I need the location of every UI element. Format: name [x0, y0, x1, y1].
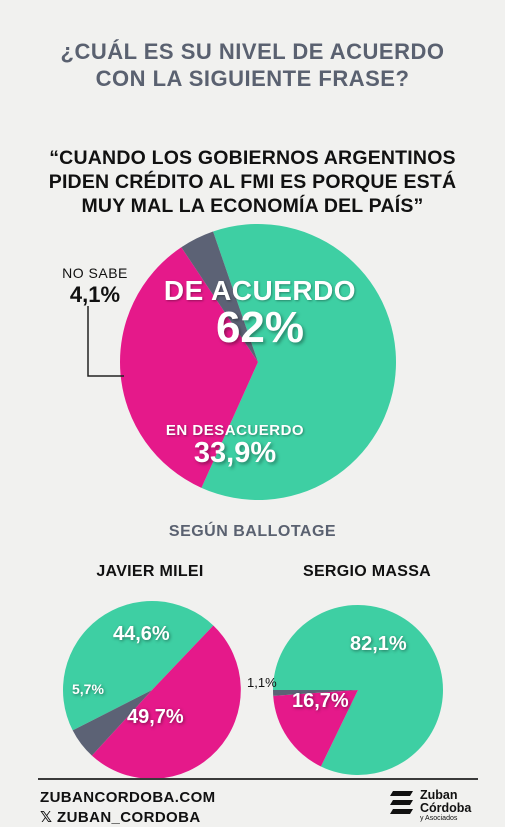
milei-slice-no-sabe: [72, 690, 152, 756]
social-handle[interactable]: 𝕏 ZUBAN_CORDOBA: [40, 809, 201, 826]
no-sabe-value: 4,1%: [69, 282, 121, 307]
milei-pie-chart: [62, 601, 241, 779]
massa-desacuerdo-value: 16,7%: [292, 690, 349, 712]
quote-line-1: “CUANDO LOS GOBIERNOS ARGENTINOS: [49, 147, 456, 169]
desacuerdo-label: EN DESACUERDO: [165, 422, 305, 439]
quote-line-2: PIDEN CRÉDITO AL FMI ES PORQUE ESTÁ: [48, 171, 457, 193]
question-heading: ¿CUÁL ES SU NIVEL DE ACUERDO CON LA SIGU…: [0, 38, 505, 92]
pie-slice-de-acuerdo: [201, 223, 397, 500]
milei-slice-desacuerdo: [91, 625, 241, 779]
website-link[interactable]: ZUBANCORDOBA.COM: [40, 789, 216, 806]
logo-line-2: Córdoba: [420, 801, 472, 815]
pie-slice-en-desacuerdo: [120, 247, 259, 488]
logo-line-1: Zuban: [420, 788, 458, 802]
quote-text: “CUANDO LOS GOBIERNOS ARGENTINOS PIDEN C…: [20, 146, 485, 218]
milei-slice-acuerdo: [62, 601, 214, 731]
no-sabe-leader-line: [87, 306, 124, 377]
milei-acuerdo-value: 44,6%: [113, 623, 170, 645]
milei-title: JAVIER MILEI: [96, 563, 204, 580]
desacuerdo-value: 33,9%: [193, 437, 277, 469]
acuerdo-label: DE ACUERDO: [163, 275, 357, 306]
logo-line-3: y Asociados: [420, 815, 458, 822]
massa-title: SERGIO MASSA: [302, 563, 432, 580]
main-pie-chart: [120, 223, 397, 500]
milei-no-sabe-value: 5,7%: [72, 681, 104, 697]
ballotage-heading: SEGÚN BALLOTAGE: [168, 523, 337, 540]
massa-no-sabe-value: 1,1%: [247, 675, 277, 690]
footer-divider: [38, 778, 478, 780]
no-sabe-label: NO SABE: [62, 265, 128, 281]
zuban-logo-icon: [390, 791, 413, 814]
massa-slice-acuerdo: [273, 604, 444, 775]
massa-slice-desacuerdo: [273, 690, 358, 767]
question-line-2: CON LA SIGUIENTE FRASE?: [95, 66, 410, 91]
massa-pie-chart: [273, 604, 444, 775]
massa-acuerdo-value: 82,1%: [350, 633, 407, 655]
question-line-1: ¿CUÁL ES SU NIVEL DE ACUERDO: [60, 39, 445, 64]
acuerdo-value: 62%: [215, 303, 305, 352]
quote-line-3: MUY MAL LA ECONOMÍA DEL PAÍS”: [81, 195, 424, 217]
pie-slice-no-sabe: [181, 231, 258, 362]
milei-desacuerdo-value: 49,7%: [127, 706, 184, 728]
massa-slice-no-sabe: [273, 690, 358, 696]
